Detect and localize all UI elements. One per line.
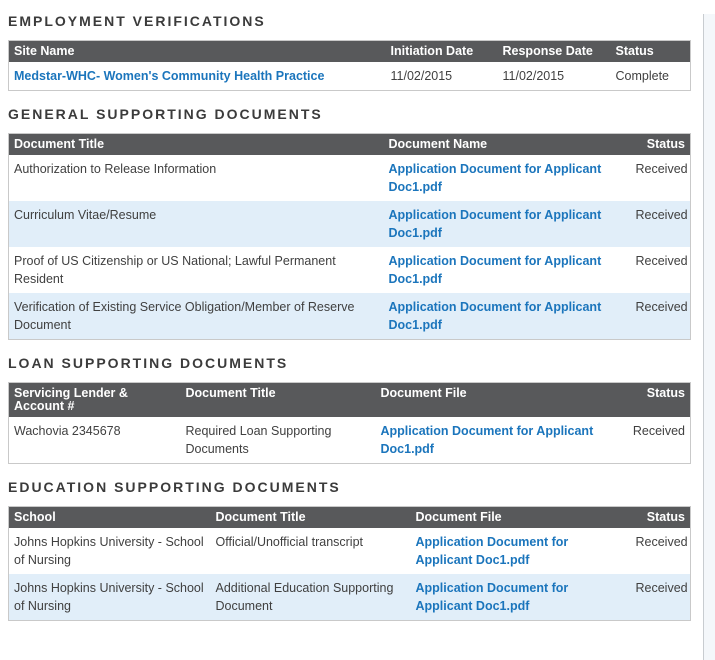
status-cell: Received: [630, 293, 691, 340]
document-link[interactable]: Application Document for Applicant Doc1.…: [380, 424, 594, 456]
loan-supporting-documents-table: Servicing Lender & Account # Document Ti…: [8, 382, 691, 464]
section-title-employment-verifications: EMPLOYMENT VERIFICATIONS: [8, 13, 266, 29]
table-row: Authorization to Release Information App…: [9, 155, 691, 201]
table-row: Verification of Existing Service Obligat…: [8, 293, 691, 340]
column-header-response-date: Response Date: [497, 40, 611, 62]
document-link[interactable]: Application Document for Applicant Doc1.…: [388, 254, 602, 286]
status-cell: Received: [635, 254, 688, 268]
column-header-initiation-date: Initiation Date: [385, 40, 498, 62]
school-cell: Johns Hopkins University - School of Nur…: [14, 535, 204, 567]
column-header-status: Status: [630, 133, 691, 155]
table-header-row: Servicing Lender & Account # Document Ti…: [8, 382, 691, 417]
document-title-cell: Verification of Existing Service Obligat…: [8, 293, 384, 340]
general-supporting-documents-table: Document Title Document Name Status Auth…: [8, 133, 691, 340]
document-file-cell: Application Document for Applicant Doc1.…: [376, 417, 621, 464]
section-title-education-supporting-documents: EDUCATION SUPPORTING DOCUMENTS: [8, 479, 341, 495]
document-title-cell: Required Loan Supporting Documents: [185, 424, 332, 456]
table-header-row: Document Title Document Name Status: [8, 133, 691, 155]
column-header-status: Status: [630, 506, 691, 528]
table-row: Proof of US Citizenship or US National; …: [9, 247, 691, 293]
initiation-date-cell: 11/02/2015: [390, 69, 453, 83]
column-header-document-title: Document Title: [210, 506, 411, 528]
document-link[interactable]: Application Document for Applicant Doc1.…: [388, 300, 602, 332]
column-header-servicing-lender: Servicing Lender & Account #: [8, 382, 181, 417]
column-header-document-file: Document File: [410, 506, 631, 528]
table-row: Wachovia 2345678 Required Loan Supportin…: [9, 417, 691, 464]
table-header-row: School Document Title Document File Stat…: [8, 506, 691, 528]
section-title-loan-supporting-documents: LOAN SUPPORTING DOCUMENTS: [8, 355, 289, 371]
document-title-cell: Proof of US Citizenship or US National; …: [14, 254, 336, 286]
document-name-cell: Application Document for Applicant Doc1.…: [383, 201, 631, 247]
table-header-row: Site Name Initiation Date Response Date …: [8, 40, 691, 62]
table-row: Johns Hopkins University - School of Nur…: [9, 528, 691, 574]
site-name-cell: Medstar-WHC- Women's Community Health Pr…: [9, 62, 386, 91]
education-supporting-documents-table: School Document Title Document File Stat…: [8, 506, 691, 621]
status-cell: Received: [632, 424, 685, 438]
column-header-site-name: Site Name: [8, 40, 386, 62]
document-name-cell: Application Document for Applicant Doc1.…: [383, 293, 631, 340]
status-cell: Received: [635, 535, 688, 549]
document-link[interactable]: Application Document for Applicant Doc1.…: [388, 162, 602, 194]
document-link[interactable]: Application Document for Applicant Doc1.…: [388, 208, 602, 240]
table-row: Curriculum Vitae/Resume Application Docu…: [8, 201, 691, 247]
document-title-cell: Additional Education Supporting Document: [210, 574, 411, 621]
document-link[interactable]: Application Document for Applicant Doc1.…: [415, 535, 569, 567]
table-row: Johns Hopkins University - School of Nur…: [8, 574, 691, 621]
column-header-document-title: Document Title: [180, 382, 376, 417]
table-row: Medstar-WHC- Women's Community Health Pr…: [9, 62, 691, 91]
document-name-cell: Application Document for Applicant Doc1.…: [384, 155, 631, 201]
document-file-cell: Application Document for Applicant Doc1.…: [410, 574, 631, 621]
status-cell: Received: [630, 201, 691, 247]
column-header-school: School: [8, 506, 211, 528]
document-link[interactable]: Application Document for Applicant Doc1.…: [415, 581, 569, 613]
column-header-document-file: Document File: [375, 382, 621, 417]
status-cell: Complete: [615, 69, 670, 83]
section-title-general-supporting-documents: GENERAL SUPPORTING DOCUMENTS: [8, 106, 323, 122]
status-cell: Received: [635, 162, 688, 176]
school-cell: Johns Hopkins University - School of Nur…: [8, 574, 211, 621]
column-header-document-name: Document Name: [383, 133, 631, 155]
page-edge-strip: [703, 14, 715, 660]
servicing-lender-cell: Wachovia 2345678: [14, 424, 121, 438]
status-cell: Received: [630, 574, 691, 621]
employment-verifications-table: Site Name Initiation Date Response Date …: [8, 40, 691, 91]
main-content: EMPLOYMENT VERIFICATIONS Site Name Initi…: [0, 14, 698, 621]
column-header-document-title: Document Title: [8, 133, 384, 155]
column-header-status: Status: [620, 382, 691, 417]
document-file-cell: Application Document for Applicant Doc1.…: [411, 528, 631, 574]
document-title-cell: Authorization to Release Information: [14, 162, 217, 176]
site-name-link[interactable]: Medstar-WHC- Women's Community Health Pr…: [14, 69, 325, 83]
response-date-cell: 11/02/2015: [502, 69, 565, 83]
document-title-cell: Curriculum Vitae/Resume: [8, 201, 384, 247]
document-name-cell: Application Document for Applicant Doc1.…: [384, 247, 631, 293]
column-header-status: Status: [610, 40, 691, 62]
document-title-cell: Official/Unofficial transcript: [215, 535, 364, 549]
